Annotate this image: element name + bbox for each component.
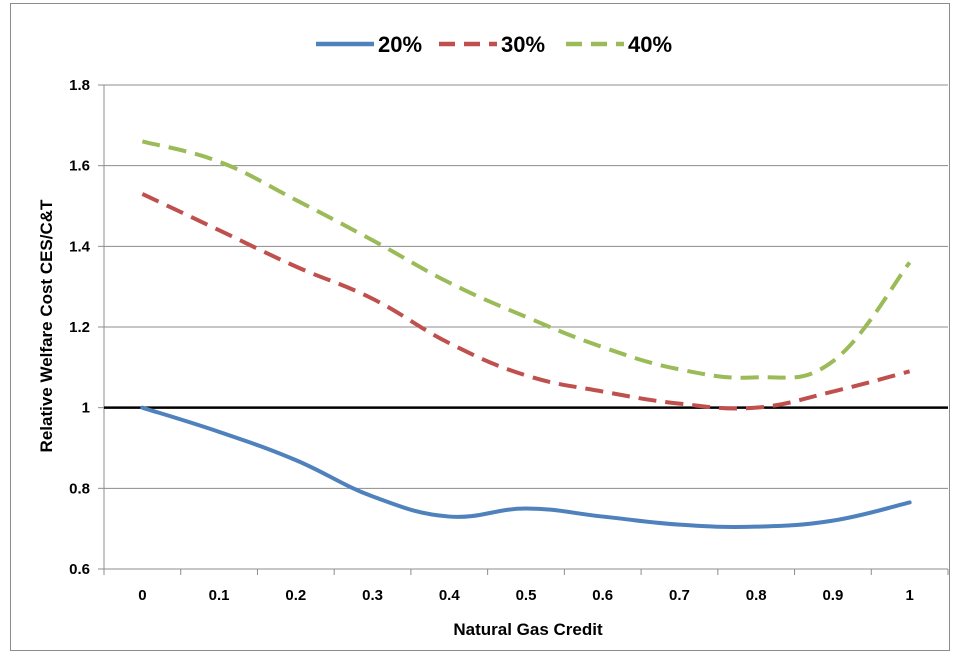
x-tick-label: 0.7 [669,587,690,604]
series-line-30pct [141,192,911,411]
x-tick-label: 0.4 [439,587,461,604]
x-tick-label: 0.9 [822,587,843,604]
legend-label-30pct: 30% [501,32,545,57]
x-tick-label: 0 [138,587,146,604]
axis-layer: 0.6 0.8 1 1.2 1.4 1.6 1.8 0 0.1 0.2 0.3 0.4 0.5 0.6 0.… [69,77,949,604]
grid-layer [104,84,948,570]
legend-label-40pct: 40% [628,32,672,57]
x-tick-label: 0.6 [592,587,613,604]
x-tick-label: 1 [905,587,913,604]
y-tick-label: 1.8 [69,77,90,94]
series-line-40pct [141,139,912,380]
x-tick-label: 0.1 [209,587,230,604]
y-tick-label: 1.4 [69,238,91,255]
y-tick-label: 1.6 [69,158,90,175]
y-tick-label: 1.2 [69,319,90,336]
y-tick-label: 0.6 [69,561,90,578]
y-axis-title: Relative Welfare Cost CES/C&T [37,199,56,452]
x-tick-label: 0.2 [285,587,306,604]
legend-label-20pct: 20% [378,32,422,57]
x-tick-label: 0.3 [362,587,383,604]
y-tick-label: 0.8 [69,480,90,497]
x-axis-title: Natural Gas Credit [453,620,603,639]
legend: 20% 30% 40% [316,32,672,57]
series-layer [104,139,948,529]
x-tick-label: 0.8 [746,587,767,604]
y-tick-label: 1 [82,400,90,417]
x-tick-label: 0.5 [516,587,537,604]
series-line-20pct [140,405,912,529]
